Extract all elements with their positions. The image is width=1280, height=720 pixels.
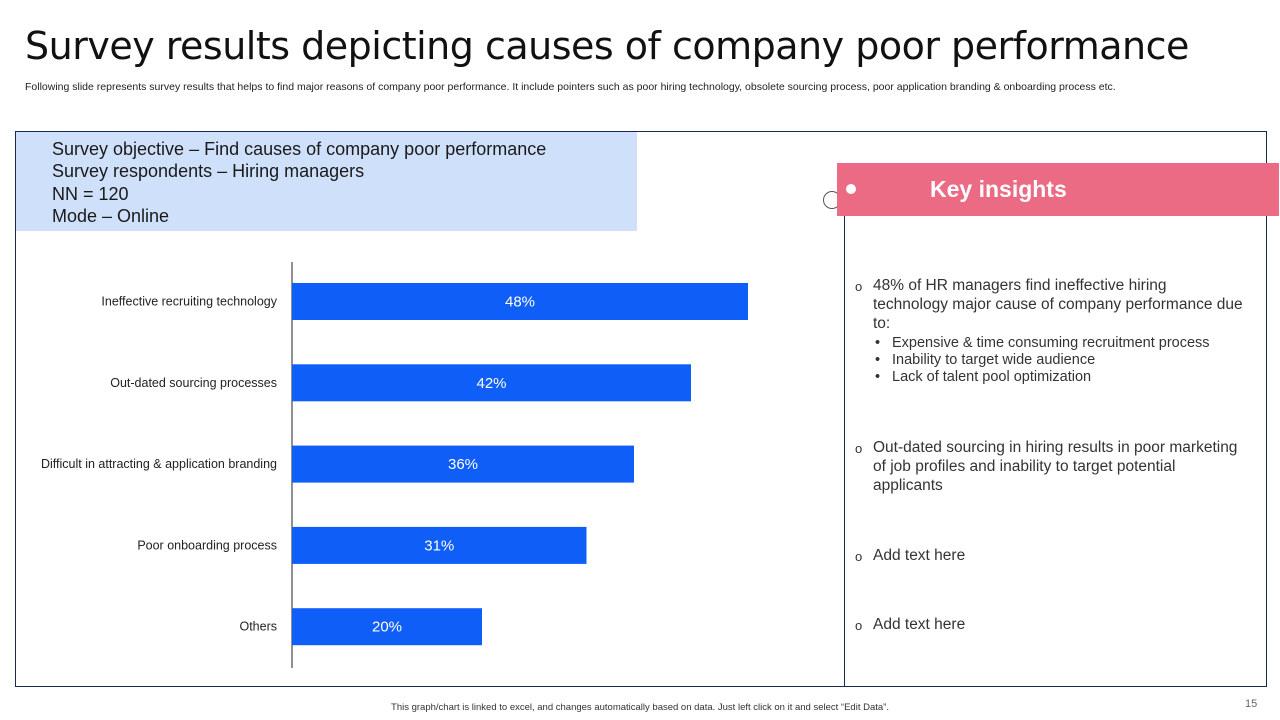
insight-text: 48% of HR managers find ineffective hiri… [873, 277, 1243, 332]
bar-5[interactable] [292, 608, 482, 646]
insight-sublist: • Expensive & time consuming recruitment … [873, 335, 1245, 386]
bar-chart[interactable]: 48% Ineffective recruiting technology 42% O… [0, 250, 840, 680]
respondents-line: Survey respondents – Hiring managers [52, 161, 365, 182]
survey-objective-box: Survey objective – Find causes of compan… [16, 132, 637, 231]
bar-value-label: 48% [505, 294, 535, 311]
category-label: Ineffective recruiting technology [101, 295, 277, 309]
insight-text: Out-dated sourcing in hiring results in … [873, 439, 1238, 494]
insight-subitem: • Lack of talent pool optimization [875, 369, 1092, 385]
insight-subitem: • Inability to target wide audience [875, 352, 1096, 368]
bullet-icon: • [875, 335, 881, 351]
bar-1[interactable] [292, 283, 748, 320]
circle-bullet-icon: o [855, 441, 863, 456]
bar-2[interactable] [292, 364, 691, 402]
bar-4[interactable] [292, 526, 587, 564]
circle-bullet-icon: o [855, 279, 863, 294]
category-label: Difficult in attracting & application br… [41, 457, 277, 471]
bar-value-label: 31% [424, 537, 454, 554]
bullet-icon: • [875, 352, 881, 368]
footnote: This graph/chart is linked to excel, and… [391, 702, 889, 713]
insight-item-3: o Add text here [855, 546, 1245, 565]
panel-divider [844, 205, 845, 687]
sample-size-line: NN = 120 [52, 183, 129, 204]
key-insights-title: Key insights [930, 176, 1067, 202]
page-subtitle: Following slide represents survey result… [25, 81, 1116, 93]
insight-subitem: • Expensive & time consuming recruitment … [875, 335, 1210, 351]
page-number: 15 [1245, 698, 1258, 710]
page-title: Survey results depicting causes of compa… [25, 24, 1189, 68]
circle-bullet-icon: o [855, 549, 863, 564]
insight-item-4: o Add text here [855, 615, 1245, 634]
category-label: Others [239, 620, 277, 634]
category-label: Poor onboarding process [137, 538, 277, 552]
insight-item-2: o Out-dated sourcing in hiring results i… [855, 438, 1245, 495]
mode-line: Mode – Online [52, 205, 170, 226]
key-insights-header: Key insights [837, 163, 1279, 216]
insight-item-1: o 48% of HR managers find ineffective hi… [855, 276, 1245, 386]
bar-value-label: 36% [448, 456, 478, 473]
objective-line: Survey objective – Find causes of compan… [52, 139, 547, 159]
content-frame [15, 131, 1267, 687]
bullet-dot-icon [846, 184, 856, 194]
bullet-icon: • [875, 369, 881, 385]
bar-value-label: 42% [476, 375, 506, 392]
bar-3[interactable] [292, 445, 634, 483]
category-label: Out-dated sourcing processes [110, 376, 277, 390]
insight-text: Add text here [873, 616, 966, 633]
bar-value-label: 20% [372, 619, 402, 636]
circle-bullet-icon: o [855, 618, 863, 633]
insight-text: Add text here [873, 547, 966, 564]
